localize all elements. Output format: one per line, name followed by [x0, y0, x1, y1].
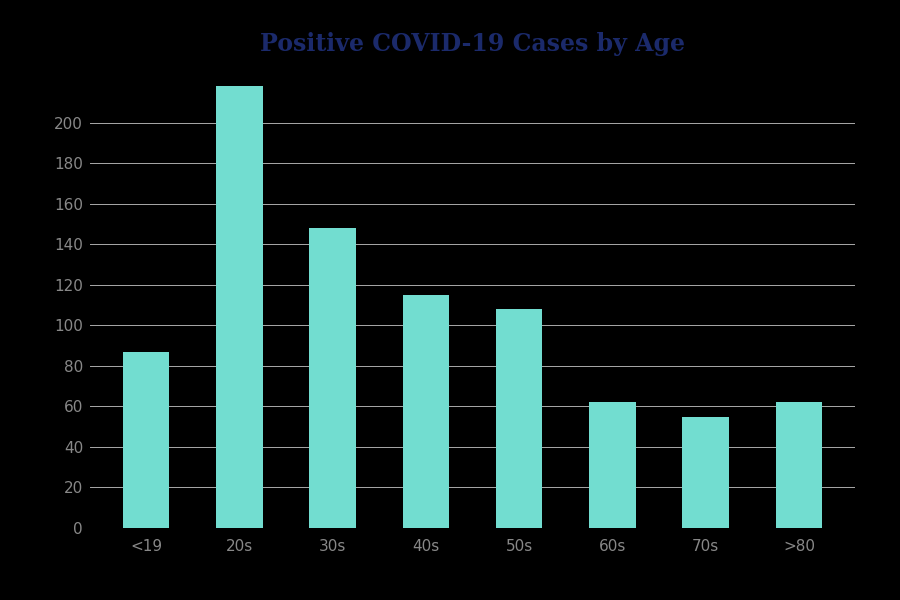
Bar — [496, 309, 543, 528]
Bar — [122, 352, 169, 528]
Bar — [776, 403, 823, 528]
Bar — [590, 403, 635, 528]
Title: Positive COVID-19 Cases by Age: Positive COVID-19 Cases by Age — [260, 32, 685, 56]
Bar — [216, 86, 263, 528]
Bar — [682, 416, 729, 528]
Bar — [402, 295, 449, 528]
Bar — [310, 228, 356, 528]
